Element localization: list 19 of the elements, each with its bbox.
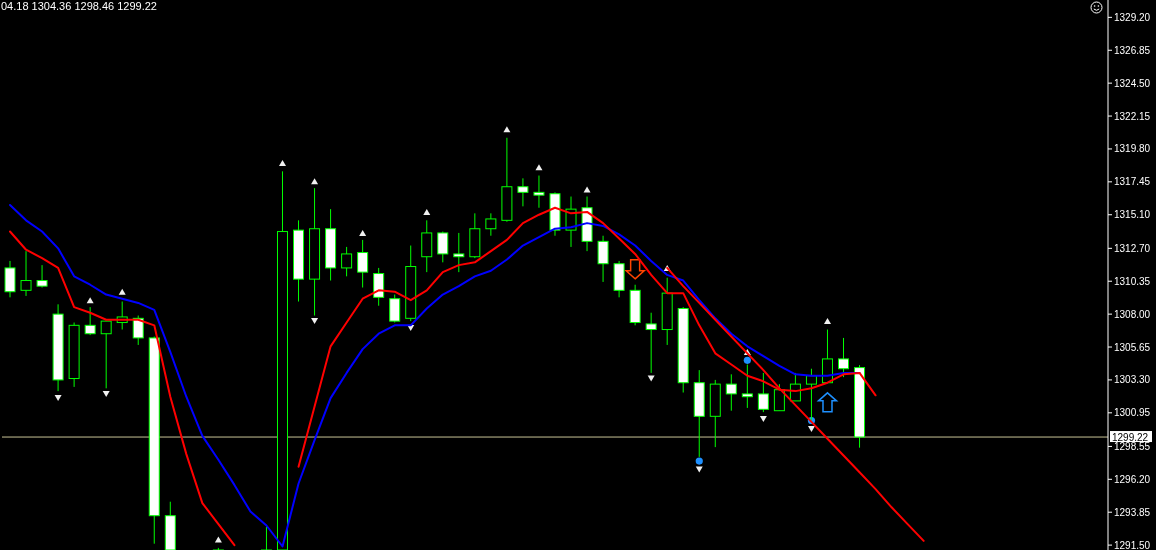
y-tick-label: 1310.35 [1114,275,1151,287]
y-tick-label: 1296.20 [1114,473,1151,485]
y-tick-label: 1317.45 [1114,176,1151,188]
y-tick-label: 1303.30 [1114,374,1151,386]
y-tick-label: 1312.70 [1114,242,1151,254]
y-tick-label: 1315.10 [1114,209,1151,221]
annotation: 04.18 1304.36 1298.46 1299.22 [1,0,157,12]
y-tick-label: 1308.00 [1114,308,1151,320]
y-tick-label: 1300.95 [1114,407,1151,419]
y-tick-label: 1329.20 [1114,11,1151,23]
ref-line-label: 1299.22 [1112,431,1149,443]
y-tick-label: 1305.65 [1114,341,1151,353]
y-tick-label: 1326.85 [1114,44,1151,56]
y-tick-label: 1291.50 [1114,539,1151,550]
y-tick-label: 1298.55 [1114,440,1151,452]
y-tick-label: 1293.85 [1114,506,1151,518]
y-tick-label: 1324.50 [1114,77,1151,89]
y-tick-label: 1322.15 [1114,110,1151,122]
y-tick-label: 1319.80 [1114,143,1151,155]
